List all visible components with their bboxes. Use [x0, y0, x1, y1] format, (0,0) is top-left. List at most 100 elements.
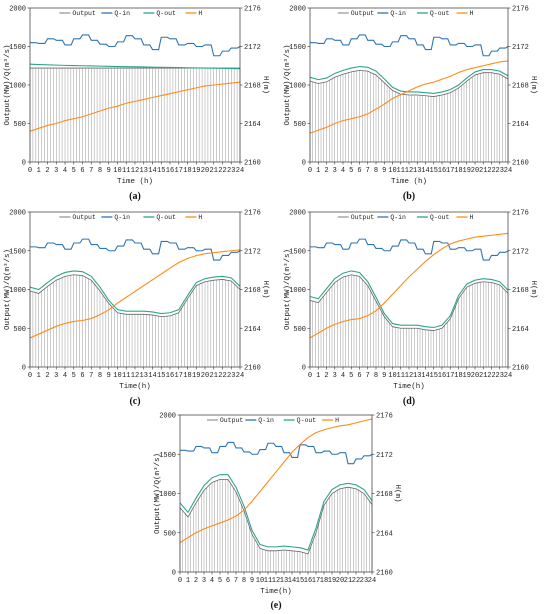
- q-in-series-line: [30, 238, 241, 261]
- q-in-series-line: [180, 441, 373, 465]
- x-tick-label: 19: [463, 167, 471, 175]
- chart-panel-4: 0 1 2 3 4 5 6 7 8 9 10 11 12 13 14 15 16 17 18 19 20 21 22 23 24…: [283, 210, 537, 408]
- y-tick-label: 500: [13, 121, 26, 129]
- x-tick-label: 7: [234, 577, 238, 585]
- x-tick-label: 22: [487, 167, 495, 175]
- legend-label-qin: Q-in: [390, 10, 406, 17]
- y2-tick-label: 2172: [244, 248, 261, 256]
- x-tick-label: 0: [308, 372, 312, 380]
- x-axis-title: Time(h): [393, 383, 425, 391]
- chart-panel-2: 0 1 2 3 4 5 6 7 8 9 10 11 12 13 14 15 16 17 18 19 20 21 22 23 24…: [283, 6, 537, 203]
- x-tick-label: 1: [37, 372, 41, 380]
- x-tick-label: 17: [175, 167, 183, 175]
- q-out-series-line: [29, 270, 241, 315]
- y-tick-label: 0: [172, 570, 176, 578]
- x-tick-label: 16: [166, 167, 174, 175]
- x-axis-title: Time (h): [391, 178, 427, 186]
- x-axis-title: Time(h): [119, 383, 151, 391]
- x-tick-label: 18: [320, 577, 328, 585]
- x-tick-label: 20: [471, 372, 479, 380]
- x-tick-label: 9: [107, 167, 111, 175]
- x-tick-label: 23: [227, 372, 235, 380]
- x-tick-label: 19: [328, 577, 336, 585]
- x-tick-label: 8: [98, 372, 102, 380]
- x-axis-title: Time(h): [260, 588, 292, 596]
- y2-axis-title: H(m): [261, 76, 269, 94]
- x-tick-label: 7: [366, 167, 370, 175]
- x-axis-title: Time (h): [117, 178, 153, 186]
- y-tick-label: 2000: [9, 6, 26, 14]
- y2-tick-label: 2160: [512, 365, 529, 373]
- x-tick-label: 0: [308, 167, 312, 175]
- x-tick-label: 14: [421, 167, 429, 175]
- x-tick-label: 16: [438, 167, 446, 175]
- chart-panel-5: 0 1 2 3 4 5 6 7 8 9 10 11 12 13 14 15 16 17 18 19 20 21 22 23 24…: [153, 413, 401, 612]
- x-tick-label: 3: [333, 167, 337, 175]
- y2-tick-label: 2168: [376, 491, 393, 499]
- x-tick-label: 21: [210, 167, 218, 175]
- y-tick-label: 0: [22, 365, 26, 373]
- y2-tick-label: 2160: [244, 365, 261, 373]
- legend-label-output: Output: [72, 10, 96, 17]
- legend-label-h: H: [470, 10, 474, 17]
- x-tick-label: 3: [54, 167, 58, 175]
- x-tick-label: 1: [37, 167, 41, 175]
- plot-frame: [179, 414, 373, 573]
- y-tick-label: 1500: [289, 44, 306, 52]
- x-tick-label: 5: [218, 577, 222, 585]
- x-tick-label: 21: [479, 372, 487, 380]
- legend-label-qin: Q-in: [114, 214, 130, 221]
- y2-tick-label: 2164: [244, 326, 261, 334]
- y2-tick-label: 2176: [244, 6, 261, 14]
- y2-axis-title: H(m): [261, 280, 269, 298]
- x-tick-label: 14: [288, 577, 296, 585]
- y-axis-title: Output(MW)/Q(m³/s): [3, 44, 12, 125]
- x-tick-label: 22: [218, 167, 226, 175]
- x-tick-label: 13: [280, 577, 288, 585]
- legend-label-qin: Q-in: [390, 214, 406, 221]
- x-tick-label: 2: [45, 167, 49, 175]
- x-tick-label: 10: [388, 167, 396, 175]
- q-out-series-line: [309, 270, 509, 329]
- x-tick-label: 7: [89, 167, 93, 175]
- x-tick-label: 14: [148, 372, 156, 380]
- y-tick-label: 1000: [289, 83, 306, 91]
- x-tick-label: 8: [98, 167, 102, 175]
- y2-tick-label: 2172: [244, 44, 261, 52]
- x-tick-label: 4: [63, 372, 67, 380]
- y-tick-label: 1500: [289, 248, 306, 256]
- y-tick-label: 1000: [159, 491, 176, 499]
- legend-label-qout: Q-out: [156, 10, 176, 17]
- output-series-line: [29, 274, 241, 318]
- x-tick-label: 5: [349, 372, 353, 380]
- x-tick-label: 9: [107, 372, 111, 380]
- x-tick-label: 0: [28, 372, 32, 380]
- x-tick-label: 14: [148, 167, 156, 175]
- y-tick-label: 2000: [289, 210, 306, 218]
- x-tick-label: 4: [210, 577, 214, 585]
- y2-tick-label: 2164: [512, 121, 529, 129]
- x-tick-label: 23: [496, 167, 504, 175]
- y2-tick-label: 2164: [244, 121, 261, 129]
- x-tick-label: 20: [201, 372, 209, 380]
- h-series-line: [179, 418, 373, 544]
- chart-panel-3: 0 1 2 3 4 5 6 7 8 9 10 11 12 13 14 15 16 17 18 19 20 21 22 23 24…: [3, 210, 269, 408]
- h-series-line: [309, 60, 509, 134]
- x-tick-label: 10: [113, 372, 121, 380]
- x-tick-label: 23: [227, 167, 235, 175]
- x-tick-label: 3: [202, 577, 206, 585]
- y-tick-label: 500: [293, 121, 306, 129]
- y2-axis-title: H(m): [393, 484, 401, 502]
- x-tick-label: 3: [54, 372, 58, 380]
- x-tick-label: 1: [316, 372, 320, 380]
- x-tick-label: 12: [131, 372, 139, 380]
- x-tick-label: 19: [192, 167, 200, 175]
- y-tick-label: 2000: [159, 413, 176, 421]
- x-tick-label: 4: [341, 167, 345, 175]
- y2-tick-label: 2176: [244, 210, 261, 218]
- x-tick-label: 15: [157, 372, 165, 380]
- x-tick-label: 12: [272, 577, 280, 585]
- x-tick-label: 15: [296, 577, 304, 585]
- x-tick-label: 17: [446, 167, 454, 175]
- x-tick-label: 16: [166, 372, 174, 380]
